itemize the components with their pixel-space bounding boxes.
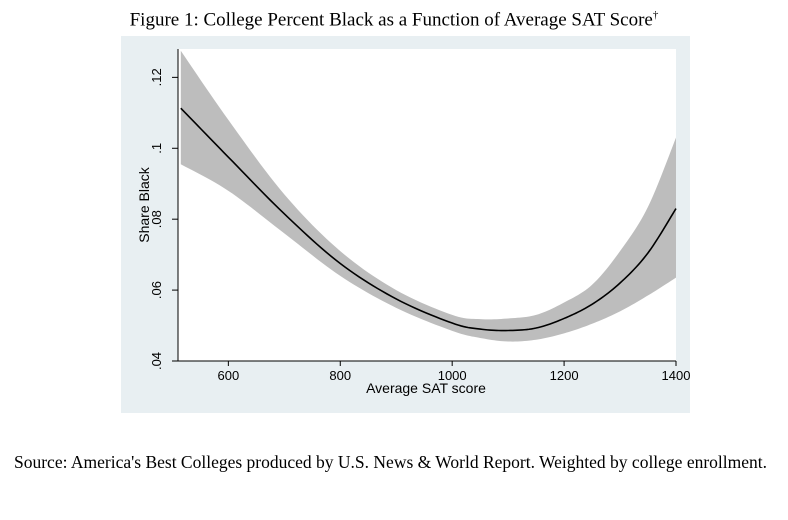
x-axis-label: Average SAT score xyxy=(366,380,486,396)
figure-title-text: Figure 1: College Percent Black as a Fun… xyxy=(129,9,653,31)
y-axis-ticks: .04 .06 .08 .1 .12 xyxy=(149,68,178,370)
y-tick-label: .1 xyxy=(149,143,164,154)
x-tick-label: 600 xyxy=(218,368,240,383)
y-tick-label: .04 xyxy=(149,352,164,370)
figure-title-dagger: † xyxy=(652,9,659,21)
x-tick-label: 1400 xyxy=(662,368,691,383)
x-tick-label: 1000 xyxy=(438,368,467,383)
fitted-line xyxy=(180,107,677,332)
source-note: Source: America's Best Colleges produced… xyxy=(14,452,768,472)
x-tick-label: 800 xyxy=(329,368,351,383)
y-tick-label: .08 xyxy=(149,210,164,228)
y-tick-label: .12 xyxy=(149,68,164,86)
figure-title: Figure 1: College Percent Black as a Fun… xyxy=(0,9,788,31)
confidence-band xyxy=(180,50,677,342)
y-tick-label: .06 xyxy=(149,281,164,299)
y-axis-label: Share Black xyxy=(136,166,152,242)
x-tick-label: 1200 xyxy=(550,368,579,383)
x-axis-ticks: 600 800 1000 1200 1400 xyxy=(218,361,691,383)
